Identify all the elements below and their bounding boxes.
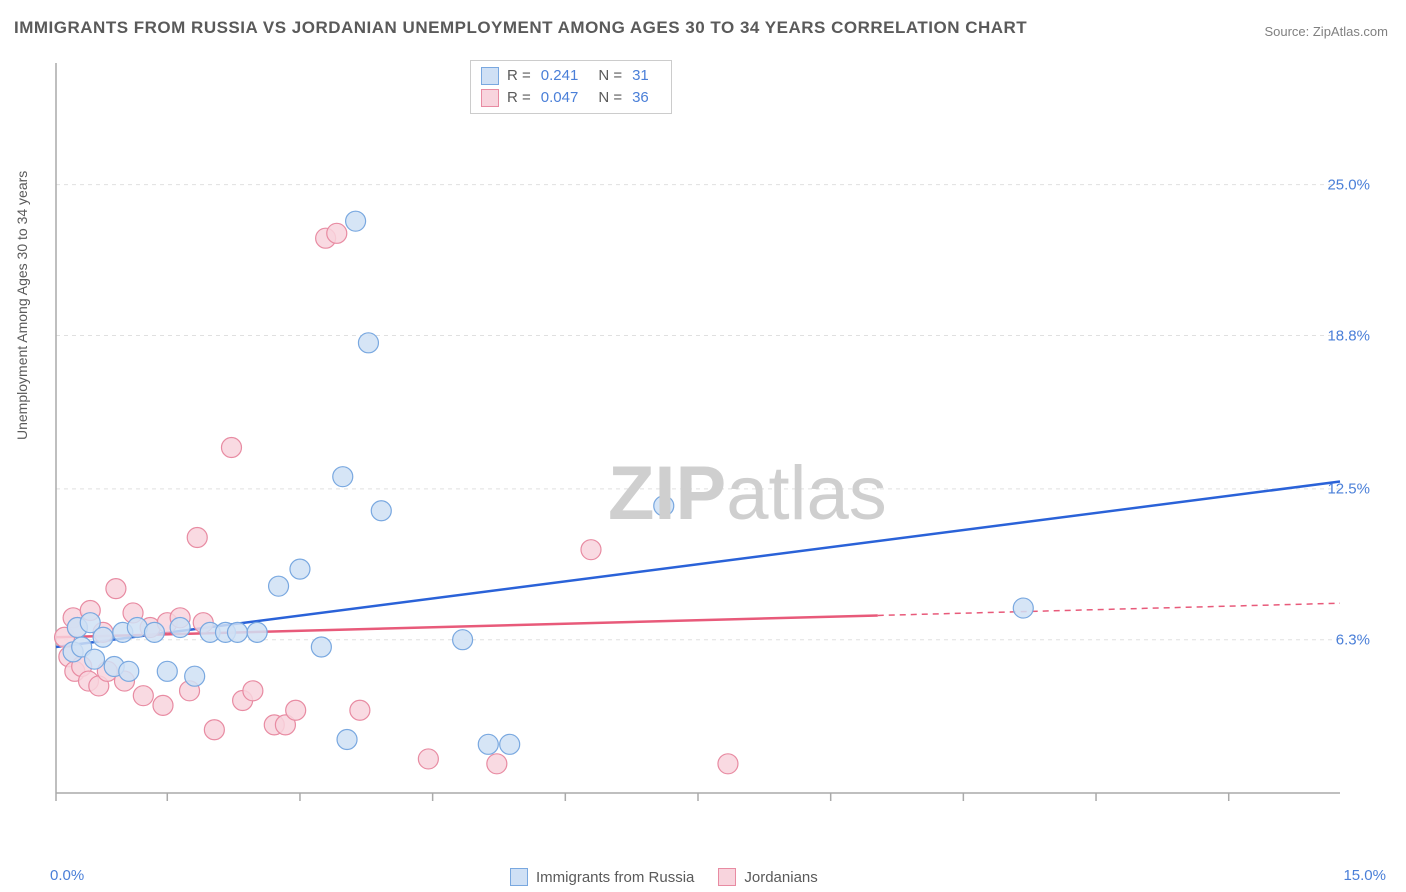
y-tick-label: 12.5% [1327,480,1370,497]
x-axis-max-label: 15.0% [1343,867,1386,884]
y-tick-label: 25.0% [1327,176,1370,193]
n-value: 31 [632,65,649,87]
legend-correlation: R = 0.241 N = 31 R = 0.047 N = 36 [470,60,672,114]
chart-area: ZIPatlas 6.3%12.5%18.8%25.0% [48,55,1388,835]
legend-swatch [510,868,528,886]
legend-correlation-row: R = 0.047 N = 36 [481,87,661,109]
legend-swatch [718,868,736,886]
source-link[interactable]: ZipAtlas.com [1313,24,1388,39]
source-attribution: Source: ZipAtlas.com [1264,24,1388,39]
r-label: R = [507,65,531,87]
legend-series-item: Jordanians [718,868,817,886]
source-prefix: Source: [1264,24,1312,39]
legend-series-item: Immigrants from Russia [510,868,694,886]
legend-swatch [481,67,499,85]
r-value: 0.047 [541,87,579,109]
x-axis-min-label: 0.0% [50,867,84,884]
legend-series-label: Immigrants from Russia [536,869,694,886]
legend-series-label: Jordanians [744,869,817,886]
scatter-plot [48,55,1388,835]
legend-correlation-row: R = 0.241 N = 31 [481,65,661,87]
y-axis-label: Unemployment Among Ages 30 to 34 years [14,171,30,440]
chart-title: IMMIGRANTS FROM RUSSIA VS JORDANIAN UNEM… [14,18,1027,38]
legend-series: Immigrants from Russia Jordanians [510,868,818,886]
r-value: 0.241 [541,65,579,87]
n-label: N = [598,65,622,87]
n-value: 36 [632,87,649,109]
n-label: N = [598,87,622,109]
y-tick-label: 18.8% [1327,327,1370,344]
legend-swatch [481,89,499,107]
r-label: R = [507,87,531,109]
y-tick-label: 6.3% [1336,631,1370,648]
